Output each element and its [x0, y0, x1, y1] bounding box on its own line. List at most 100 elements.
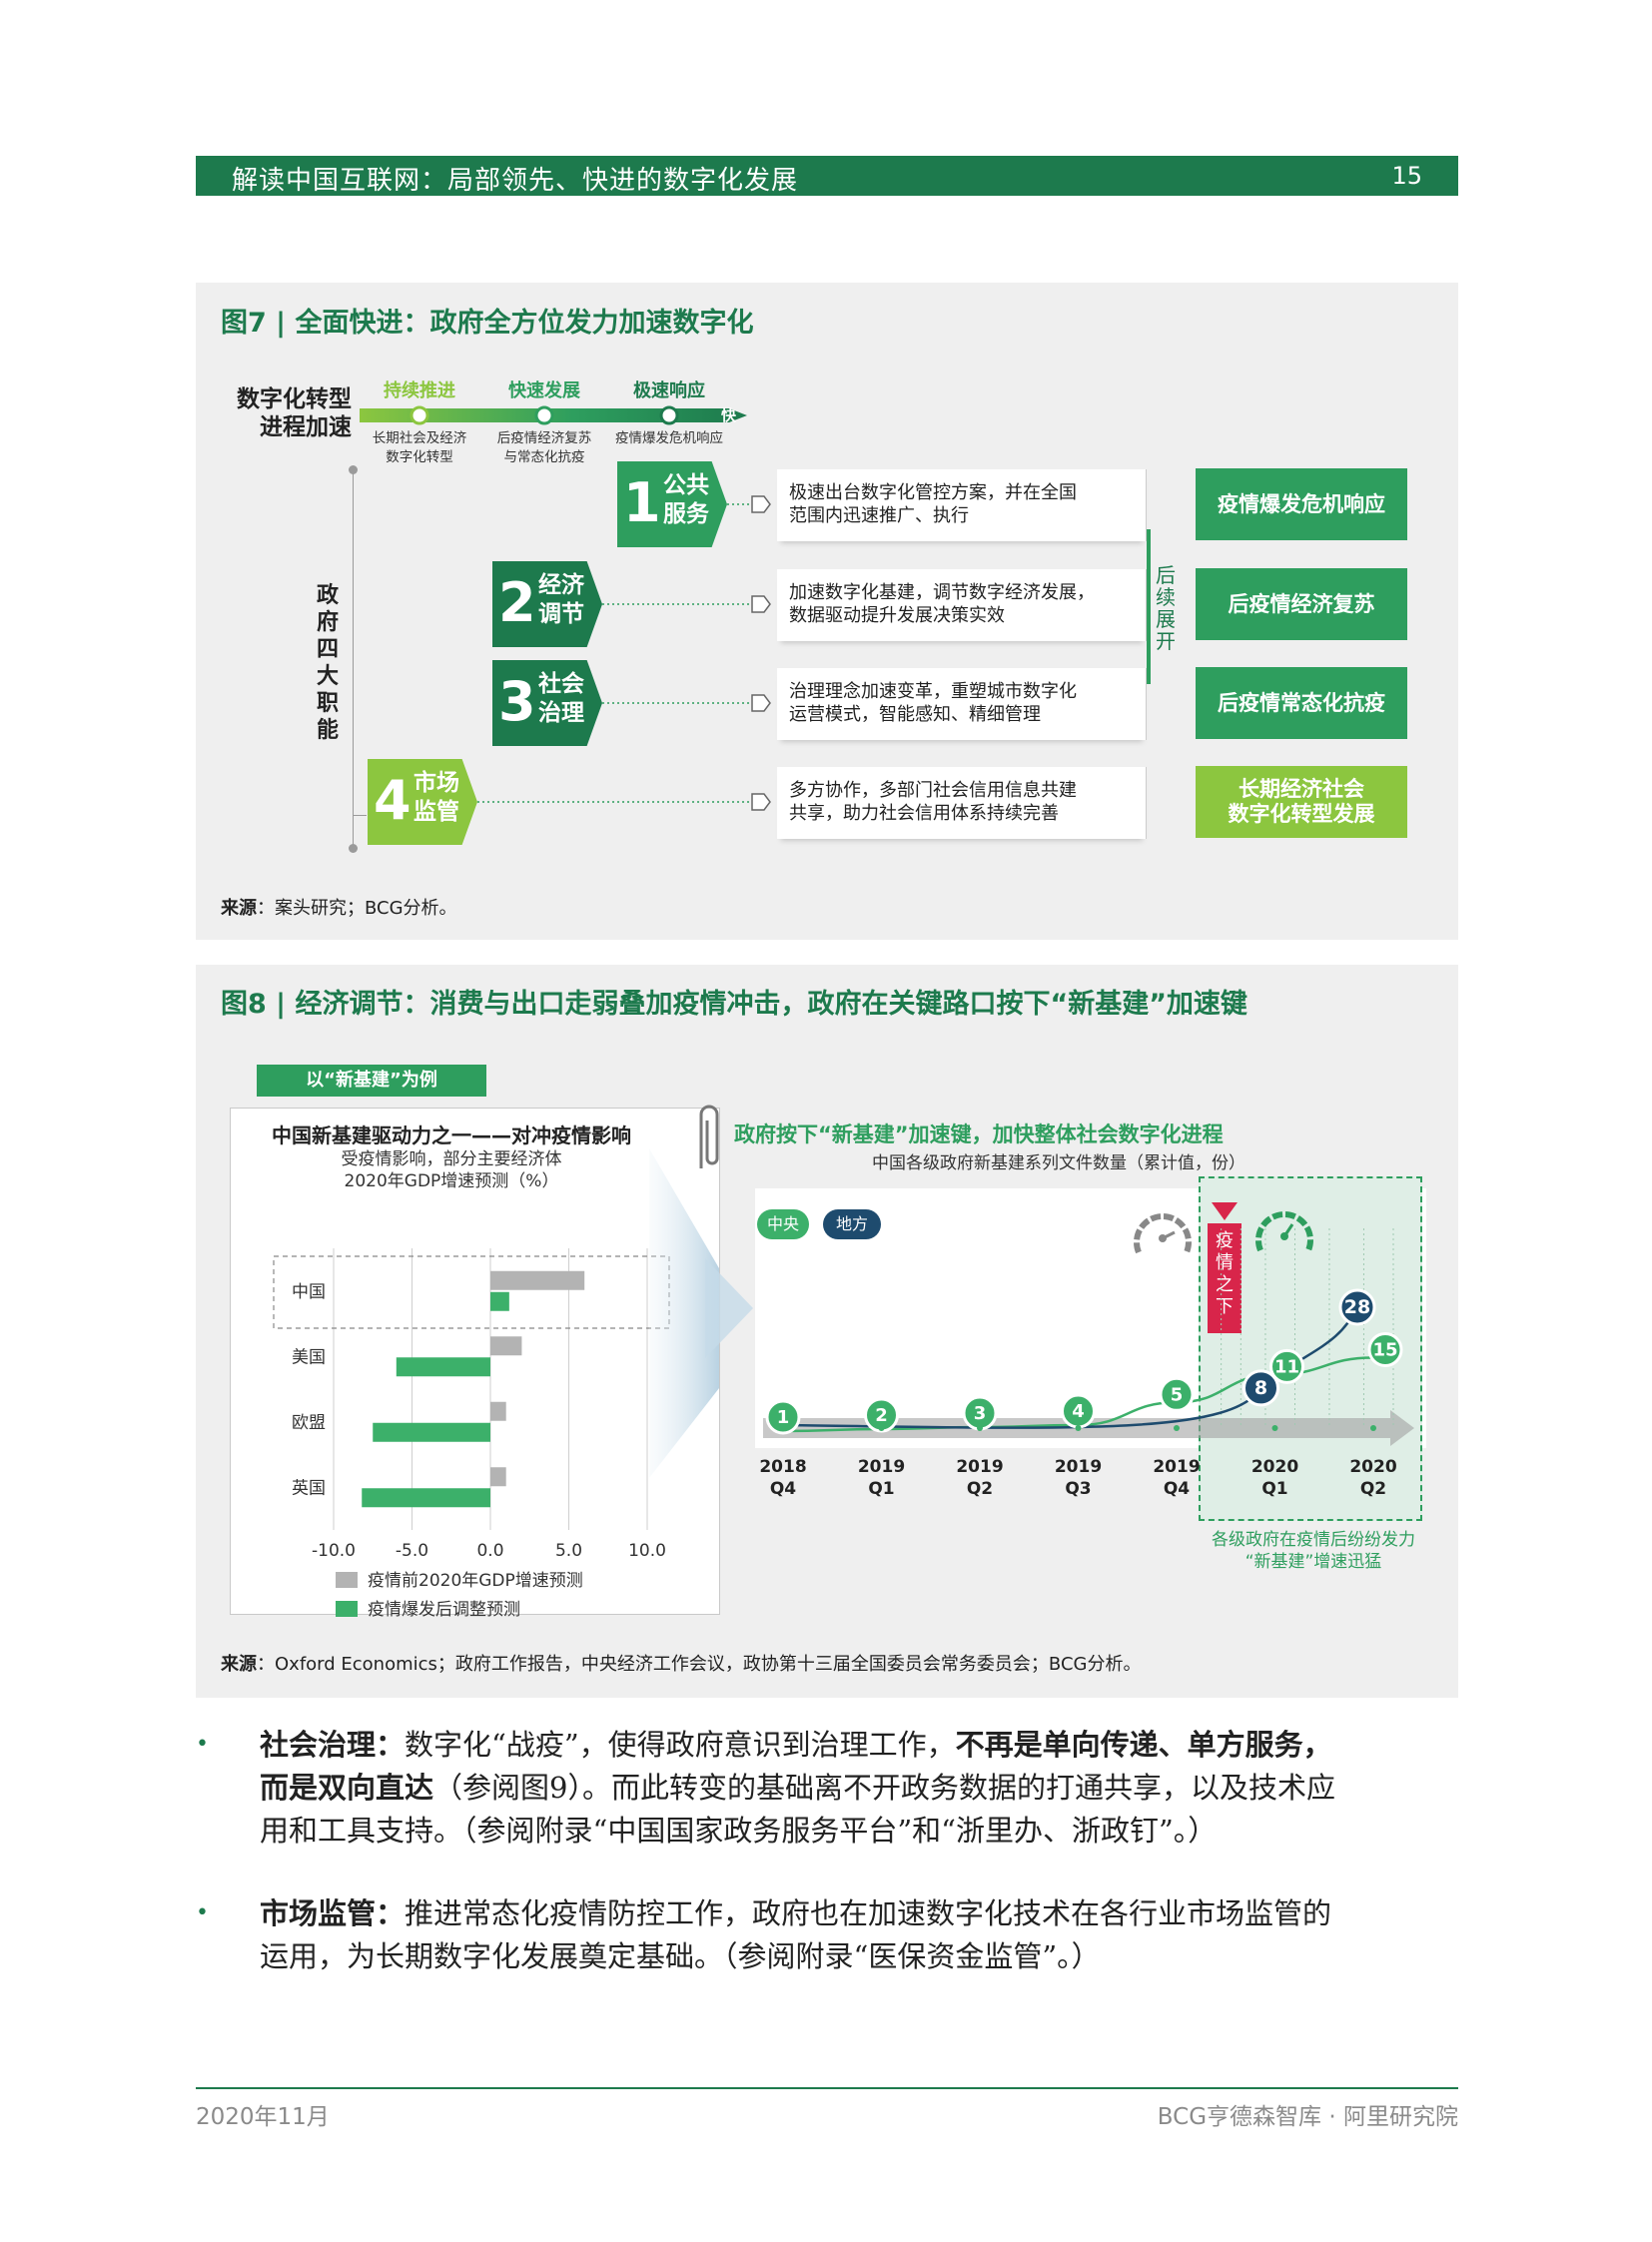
bar	[373, 1422, 490, 1442]
stage-sub-3: 疫情爆发危机响应	[615, 430, 723, 446]
pandemic-marker	[1208, 1223, 1241, 1333]
footer-rule	[196, 2087, 1458, 2089]
central-point-label: 4	[1072, 1401, 1085, 1422]
example-tag: 以“新基建”为例	[257, 1065, 486, 1097]
legend-swatch	[336, 1601, 358, 1617]
figure-7-source: 来源：案头研究；BCG分析。	[221, 898, 457, 919]
x-label-year: 2020	[1349, 1457, 1396, 1477]
response-box-1: 疫情爆发危机响应	[1196, 468, 1407, 540]
x-label-year: 2019	[1055, 1457, 1102, 1477]
pandemic-label: 疫情之下	[1216, 1230, 1234, 1317]
page-number: 15	[1391, 162, 1422, 190]
right-chart-subtitle: 中国各级政府新基建系列文件数量（累计值，份）	[872, 1153, 1245, 1173]
axis-dot	[977, 1425, 983, 1431]
stage-label-3: 极速响应	[633, 380, 705, 401]
category-label: 英国	[292, 1478, 326, 1498]
x-label-year: 2019	[858, 1457, 905, 1477]
post-pandemic-note: 各级政府在疫情后纷纷发力 “新基建”增速迅猛	[1212, 1530, 1415, 1572]
axis-tick-4	[353, 815, 367, 816]
bar	[362, 1488, 490, 1508]
central-point	[1159, 1376, 1195, 1412]
x-label-year: 2018	[759, 1457, 806, 1477]
follow-up-label: 后续展开	[1156, 563, 1176, 653]
new-infra-line-chart: 1 2 3 4511158282018Q42019Q12019Q22019Q32019…	[759, 1228, 1414, 1499]
x-tick-label: -10.0	[312, 1541, 356, 1561]
desc-box-1: 极速出台数字化管控方案，并在全国 范围内迅速推广、执行	[777, 469, 1147, 541]
axis-dot	[1370, 1425, 1376, 1431]
bar	[490, 1291, 509, 1311]
desc-box-2: 加速数字化基建，调节数字经济发展， 数据驱动提升发展决策实效	[777, 569, 1147, 641]
right-chart-title: 政府按下“新基建”加速键，加快整体社会数字化进程	[734, 1122, 1224, 1146]
central-point-label: 11	[1274, 1356, 1299, 1377]
x-tick-label: 5.0	[555, 1541, 582, 1561]
stage-dot-1	[410, 405, 429, 425]
response-box-2: 后疫情经济复苏	[1196, 568, 1407, 640]
china-highlight-box	[273, 1255, 670, 1329]
government-functions-label: 政府四大职能	[316, 583, 339, 743]
fig7-connectors	[477, 495, 1151, 811]
x-label-year: 2019	[956, 1457, 1003, 1477]
central-point	[1269, 1348, 1304, 1384]
figure-8-source: 来源：Oxford Economics；政府工作报告，中央经济工作会议，政协第十…	[221, 1654, 1142, 1675]
x-label-quarter: Q2	[1360, 1479, 1386, 1499]
bar	[490, 1270, 585, 1290]
legend-label: 疫情爆发后调整预测	[368, 1600, 520, 1618]
function-economic-regulation: 2 经济 调节	[492, 561, 602, 647]
x-label-quarter: Q2	[967, 1479, 993, 1499]
axis-dot	[1271, 1425, 1278, 1431]
bullet-2-marker: •	[196, 1900, 209, 1925]
category-label: 中国	[292, 1282, 326, 1302]
axis-dot	[1075, 1425, 1082, 1431]
local-point	[1242, 1369, 1279, 1407]
bar	[490, 1401, 506, 1421]
central-point-label: 1	[777, 1407, 790, 1428]
axis-dot	[780, 1425, 786, 1431]
stage-label-2: 快速发展	[508, 380, 580, 401]
bullet-2-text: 市场监管：推进常态化疫情防控工作，政府也在加速数字化技术在各行业市场监管的 运用，…	[260, 1896, 1332, 1973]
legend-central: 中央	[757, 1209, 809, 1239]
function-public-service: 1 公共 服务	[617, 461, 727, 547]
stage-dot-2	[534, 405, 554, 425]
pandemic-pointer-icon	[1212, 1202, 1238, 1220]
x-label-year: 2019	[1153, 1457, 1200, 1477]
axis-bottom-dot	[349, 844, 358, 853]
x-tick-label: 10.0	[628, 1541, 666, 1561]
speedometer-slow-icon	[1134, 1213, 1192, 1254]
category-label: 欧盟	[292, 1413, 326, 1433]
category-label: 美国	[292, 1347, 326, 1367]
header-title: 解读中国互联网：局部领先、快进的数字化发展	[232, 166, 799, 196]
axis-dot	[1174, 1425, 1180, 1431]
bar	[396, 1357, 490, 1377]
x-tick-label: -5.0	[396, 1541, 428, 1561]
paperclip-icon	[699, 1105, 719, 1168]
x-label-year: 2020	[1251, 1457, 1298, 1477]
x-label-quarter: Q1	[1261, 1479, 1287, 1499]
central-point-label: 15	[1372, 1339, 1397, 1360]
central-point-label: 3	[974, 1403, 987, 1424]
axis-dot	[878, 1425, 885, 1431]
footer-date: 2020年11月	[196, 2104, 330, 2130]
local-point-label: 28	[1344, 1296, 1370, 1318]
legend-swatch	[336, 1572, 358, 1588]
function-market-supervision: 4 市场 监管	[368, 759, 477, 845]
central-point	[765, 1399, 801, 1435]
page-header: 解读中国互联网：局部领先、快进的数字化发展 15	[196, 156, 1458, 196]
speedometer-fast-icon	[1255, 1211, 1313, 1252]
response-box-4: 长期经济社会 数字化转型发展	[1196, 766, 1407, 838]
legend-label: 疫情前2020年GDP增速预测	[368, 1571, 583, 1591]
figure-7-title: 图7 | 全面快进：政府全方位发力加速数字化	[221, 308, 754, 339]
x-label-quarter: Q3	[1065, 1479, 1091, 1499]
x-tick-label: 0.0	[476, 1541, 503, 1561]
central-point-label: 2	[875, 1405, 888, 1426]
desc-box-4: 多方协作，多部门社会信用信息共建 共享，助力社会信用体系持续完善	[777, 767, 1147, 839]
central-point-label: 5	[1171, 1384, 1184, 1405]
local-point	[1338, 1288, 1376, 1326]
response-box-3: 后疫情常态化抗疫	[1196, 667, 1407, 739]
bar	[490, 1336, 522, 1356]
arrow-tip-label: 快	[721, 406, 737, 424]
central-point	[1367, 1331, 1403, 1367]
footer-org: BCG亨德森智库 · 阿里研究院	[1157, 2104, 1458, 2130]
function-social-governance: 3 社会 治理	[492, 660, 602, 746]
stage-sub-2: 后疫情经济复苏 与常态化抗疫	[496, 430, 592, 465]
axis-top-dot	[349, 465, 358, 474]
